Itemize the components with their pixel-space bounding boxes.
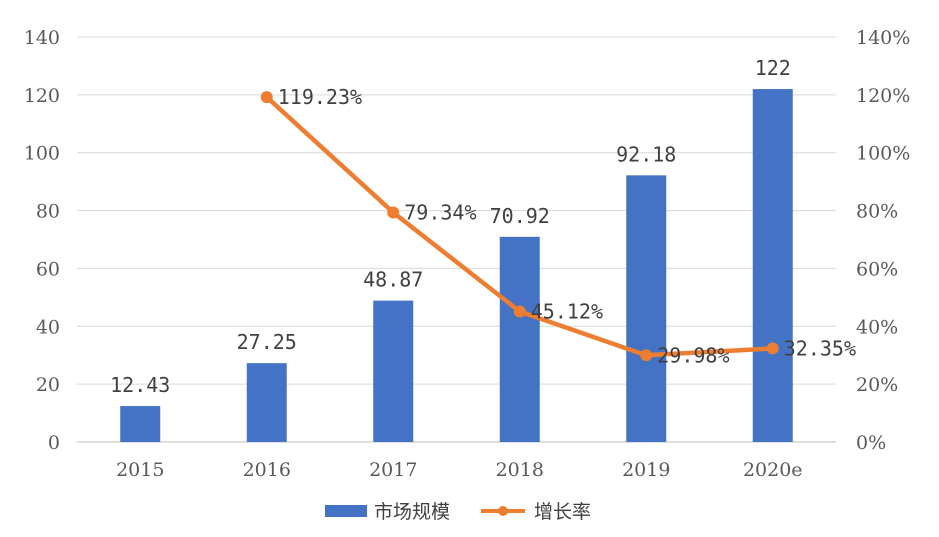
- bar-data-label: 27.25: [237, 330, 297, 354]
- gridlines: [77, 36, 836, 443]
- line-point: [766, 342, 779, 355]
- x-tick-label: 2017: [369, 459, 417, 481]
- y2-tick-label: 60%: [856, 258, 898, 280]
- y2-tick-label: 80%: [856, 201, 898, 223]
- y2-tick-label: 40%: [856, 316, 898, 338]
- bar-data-labels: 12.43 27.25 48.87 70.92 92.18 122: [110, 56, 791, 397]
- y2-tick-label: 140%: [856, 27, 910, 49]
- line-data-label: 79.34%: [404, 200, 476, 224]
- y-tick-label: 100: [24, 143, 60, 165]
- bar-data-label: 70.92: [490, 204, 550, 228]
- bar: [120, 406, 161, 442]
- legend: 市场规模 增长率: [325, 501, 591, 523]
- left-axis: 0 20 40 60 80 100 120 140: [24, 27, 60, 454]
- y-tick-label: 40: [36, 316, 60, 338]
- y2-tick-label: 0%: [856, 432, 886, 454]
- line-point: [513, 305, 526, 318]
- bar-series: [120, 89, 793, 443]
- bar-data-label: 48.87: [363, 268, 423, 292]
- x-tick-label: 2018: [496, 459, 544, 481]
- x-tick-label: 2020e: [743, 459, 803, 481]
- right-axis: 0% 20% 40% 60% 80% 100% 120% 140%: [856, 27, 910, 454]
- line-point: [260, 91, 273, 104]
- x-tick-label: 2016: [243, 459, 291, 481]
- bar-data-label: 122: [755, 56, 791, 80]
- y-tick-label: 80: [36, 201, 60, 223]
- bar-data-label: 12.43: [110, 373, 170, 397]
- line-data-label: 32.35%: [784, 336, 856, 360]
- y-tick-label: 120: [24, 85, 60, 107]
- x-axis: 2015 2016 2017 2018 2019 2020e: [116, 459, 802, 481]
- line-series: [260, 91, 779, 362]
- line-point: [640, 349, 653, 362]
- bar: [499, 236, 540, 442]
- bar: [626, 175, 667, 442]
- legend-marker-line: [498, 506, 508, 516]
- line-data-label: 119.23%: [278, 85, 362, 109]
- line-data-labels: 119.23% 79.34% 45.12% 29.98% 32.35%: [278, 85, 856, 367]
- x-tick-label: 2015: [116, 459, 164, 481]
- bar: [373, 300, 414, 442]
- y2-tick-label: 20%: [856, 374, 898, 396]
- bar-data-label: 92.18: [616, 142, 676, 166]
- y-tick-label: 0: [48, 432, 60, 454]
- y2-tick-label: 100%: [856, 143, 910, 165]
- legend-label-bar: 市场规模: [374, 501, 450, 523]
- bar: [246, 363, 287, 442]
- y-tick-label: 60: [36, 258, 60, 280]
- x-tick-label: 2019: [622, 459, 670, 481]
- legend-swatch-bar: [325, 505, 367, 517]
- line-point: [387, 206, 400, 219]
- line-data-label: 45.12%: [531, 299, 603, 323]
- y2-tick-label: 120%: [856, 85, 910, 107]
- line-data-label: 29.98%: [657, 343, 729, 367]
- y-tick-label: 140: [24, 27, 60, 49]
- legend-label-line: 增长率: [534, 501, 591, 523]
- y-tick-label: 20: [36, 374, 60, 396]
- bar: [752, 89, 793, 443]
